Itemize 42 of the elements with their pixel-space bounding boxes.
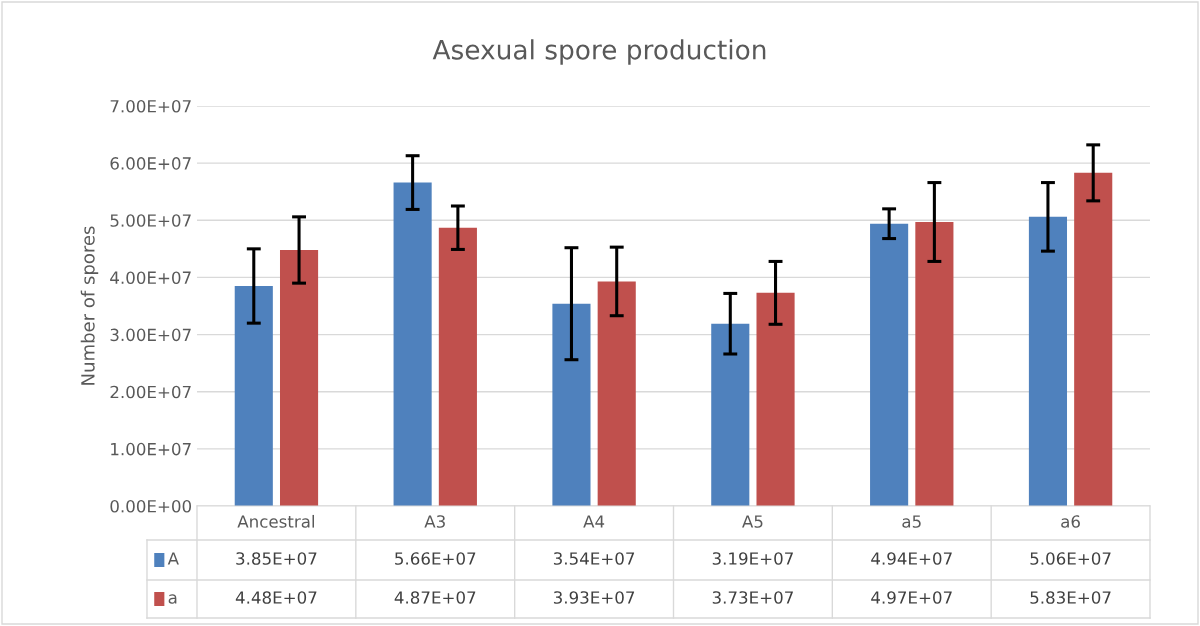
y-tick-label: 6.00E+07 <box>110 157 191 170</box>
x-tick-label: A4 <box>583 515 605 528</box>
legend-label: A <box>167 552 179 565</box>
legend-label: a <box>168 594 177 604</box>
data-label: 5.06E+07 <box>1030 552 1111 565</box>
x-tick-label: Ancestral <box>237 514 314 528</box>
bar <box>597 281 636 506</box>
x-tick-label: A3 <box>424 515 445 528</box>
data-label: 4.97E+07 <box>871 591 952 604</box>
data-label: 4.48E+07 <box>235 591 317 604</box>
bar <box>552 303 591 506</box>
bar <box>711 323 750 506</box>
data-label: 5.66E+07 <box>395 552 476 565</box>
bar <box>1028 216 1068 506</box>
y-tick-label: 3.00E+07 <box>110 328 191 342</box>
data-label: 3.93E+07 <box>553 591 635 604</box>
data-label: 3.19E+07 <box>712 552 793 565</box>
data-label: 5.83E+07 <box>1030 591 1111 604</box>
y-axis-title: Number of spores <box>80 226 99 385</box>
y-tick-label: 0.00E+00 <box>110 499 192 513</box>
data-label: 4.94E+07 <box>871 552 952 565</box>
data-label: 3.73E+07 <box>712 591 793 604</box>
data-label: 4.87E+07 <box>394 591 476 604</box>
bar <box>438 227 477 506</box>
chart-title: Asexual spore production <box>432 39 766 65</box>
bar <box>1074 172 1113 506</box>
bar <box>279 250 319 506</box>
bar <box>234 286 273 506</box>
y-tick-label: 5.00E+07 <box>110 214 191 227</box>
x-tick-label: a5 <box>902 515 921 528</box>
bar <box>870 223 909 506</box>
bar <box>756 292 795 506</box>
y-tick-label: 2.00E+07 <box>110 385 191 399</box>
y-tick-label: 1.00E+07 <box>111 442 191 456</box>
bar <box>393 182 432 506</box>
data-label: 3.54E+07 <box>553 552 635 565</box>
y-tick-label: 4.00E+07 <box>110 271 191 284</box>
x-tick-label: a6 <box>1061 515 1080 528</box>
bar <box>915 222 954 506</box>
y-tick-label: 7.00E+07 <box>110 99 191 113</box>
x-tick-label: A5 <box>742 515 763 528</box>
data-label: 3.85E+07 <box>236 552 317 565</box>
